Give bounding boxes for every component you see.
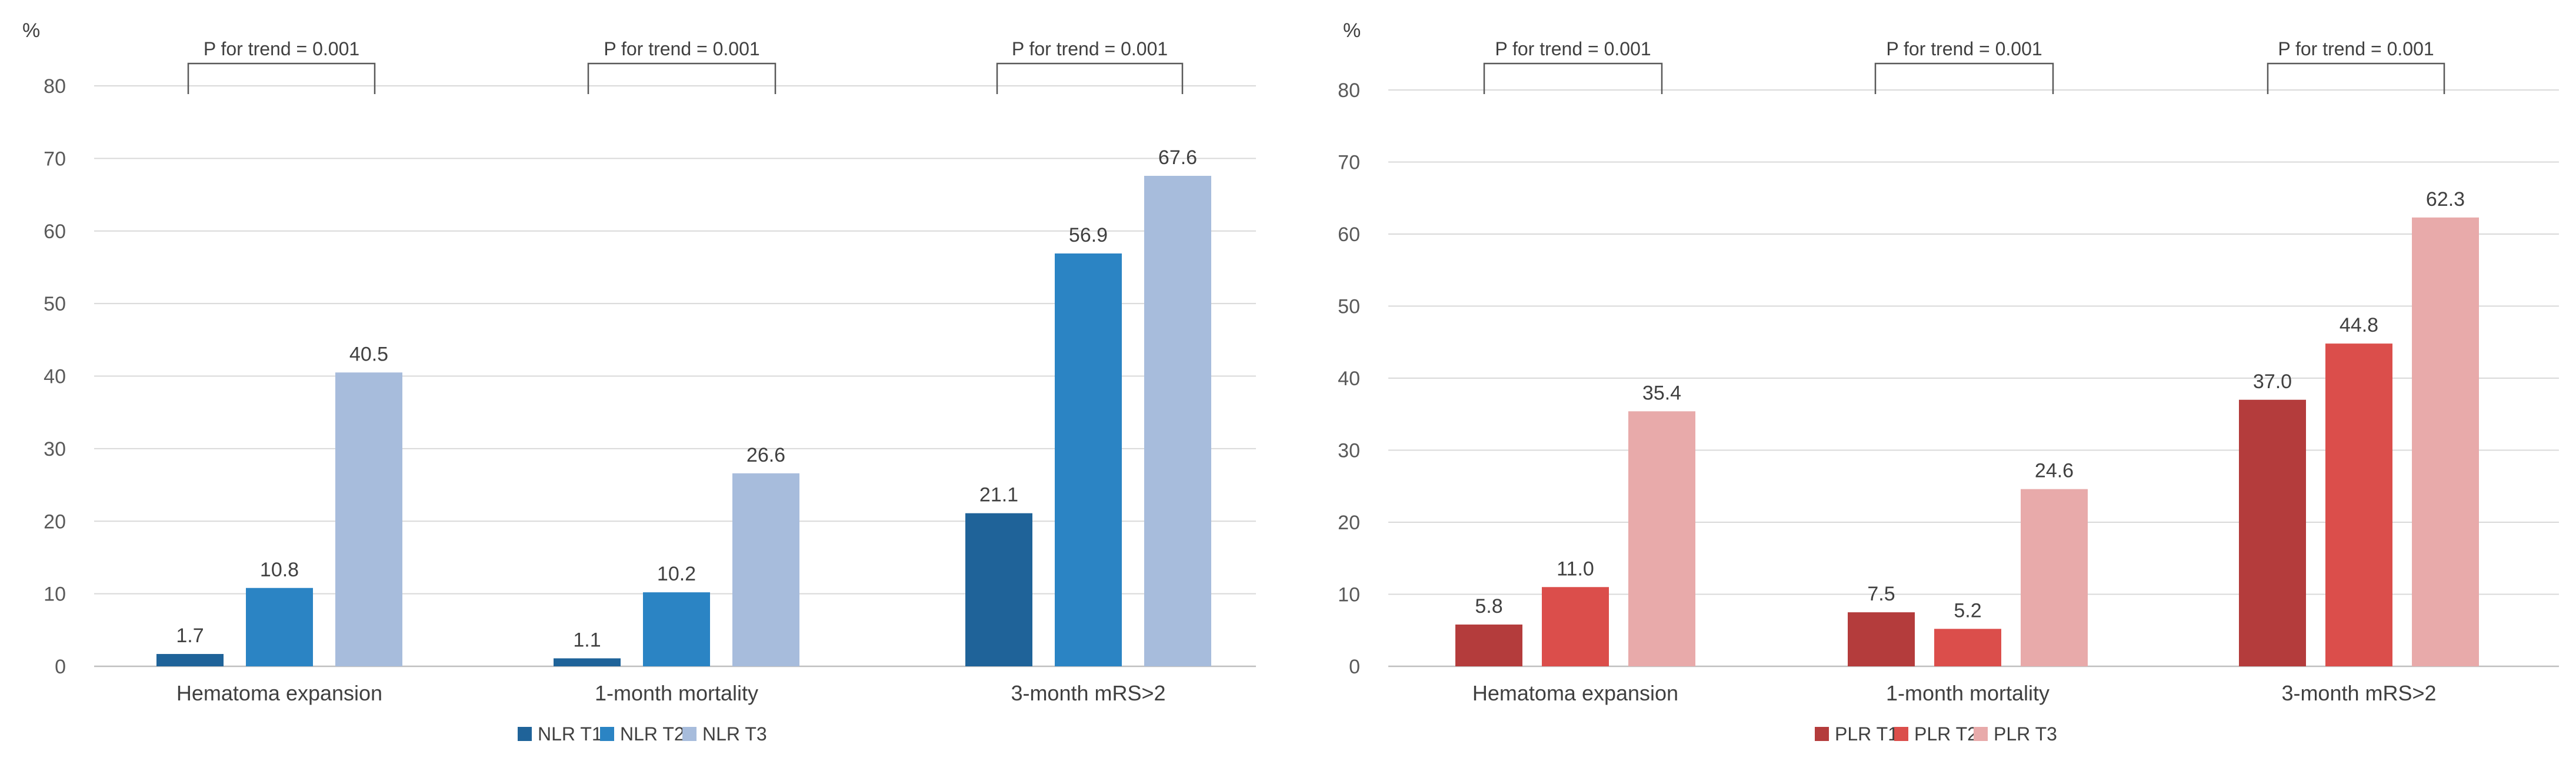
bar-nlr-t2 (246, 588, 313, 666)
trend-bracket (2267, 62, 2445, 94)
legend-swatch (682, 727, 697, 741)
legend: PLR T1 PLR T2 PLR T3 (1815, 723, 2057, 745)
y-tick-label: 80 (44, 75, 66, 98)
x-category-label: 3-month mRS>2 (1011, 681, 1165, 705)
trend-bracket (187, 62, 376, 94)
bar-nlr-t1 (156, 654, 224, 666)
bar-value-label: 56.9 (1069, 224, 1108, 246)
legend-label: NLR T3 (702, 723, 767, 745)
trend-bracket (587, 62, 777, 94)
legend-label: PLR T2 (1914, 723, 1978, 745)
y-tick-label: 60 (44, 221, 66, 243)
bar-value-label: 5.2 (1954, 599, 1981, 622)
bar-nlr-t2 (643, 592, 710, 666)
p-trend-annotation: P for trend = 0.001 (1495, 38, 1651, 59)
bar-nlr-t1 (965, 513, 1032, 666)
y-tick-label: 10 (1338, 584, 1360, 606)
bar-nlr-t1 (554, 658, 621, 666)
x-category-label: 1-month mortality (1886, 681, 2050, 705)
bar-value-label: 10.2 (657, 563, 696, 585)
bar-value-label: 24.6 (2035, 460, 2074, 482)
y-tick-label: 30 (1338, 440, 1360, 462)
trend-bracket (1483, 62, 1663, 94)
legend-label: NLR T2 (620, 723, 685, 745)
y-tick-label: 80 (1338, 79, 1360, 102)
bar-value-label: 35.4 (1642, 382, 1681, 404)
bar-value-label: 7.5 (1867, 583, 1895, 605)
bar-value-label: 1.7 (176, 625, 204, 647)
bar-value-label: 21.1 (979, 484, 1018, 506)
legend-label: PLR T3 (1994, 723, 2057, 745)
bar-plr-t3 (2412, 217, 2479, 666)
bar-plr-t2 (2325, 343, 2392, 666)
y-tick-label: 0 (55, 656, 66, 678)
bar-plr-t2 (1542, 587, 1609, 666)
bar-nlr-t3 (732, 473, 799, 666)
y-tick-label: 60 (1338, 223, 1360, 246)
bar-value-label: 5.8 (1475, 595, 1502, 618)
x-category-label: Hematoma expansion (176, 681, 382, 705)
x-category-label: 3-month mRS>2 (2281, 681, 2436, 705)
y-tick-label: 0 (1349, 656, 1360, 678)
trend-bracket (1874, 62, 2054, 94)
chart-1: 0 10 20 30 40 50 60 70 80% 1.7 10.8 40.5 Hematoma ex… (22, 19, 1256, 745)
legend-swatch (1974, 727, 1988, 741)
p-trend-annotation: P for trend = 0.001 (1012, 38, 1168, 59)
bar-plr-t3 (1628, 411, 1695, 666)
p-trend-annotation: P for trend = 0.001 (1886, 38, 2042, 59)
bar-nlr-t3 (335, 372, 402, 666)
legend: NLR T1 NLR T2 NLR T3 (518, 723, 767, 745)
y-axis-unit-label: % (22, 19, 40, 42)
bar-plr-t1 (1455, 624, 1522, 666)
bar-value-label: 26.6 (747, 444, 785, 466)
legend-label: NLR T1 (538, 723, 602, 745)
bar-plr-t3 (2021, 489, 2088, 666)
bar-nlr-t2 (1055, 253, 1122, 667)
x-category-label: Hematoma expansion (1472, 681, 1678, 705)
bar-value-label: 44.8 (2340, 314, 2378, 336)
bar-value-label: 1.1 (573, 629, 601, 651)
legend-swatch (1894, 727, 1908, 741)
bar-value-label: 62.3 (2426, 188, 2465, 211)
bar-value-label: 10.8 (260, 559, 299, 581)
y-tick-label: 40 (44, 366, 66, 388)
legend-swatch (1815, 727, 1829, 741)
y-tick-label: 20 (1338, 512, 1360, 534)
legend-swatch (600, 727, 614, 741)
bar-plr-t1 (2239, 399, 2306, 666)
y-axis-unit-label: % (1343, 19, 1361, 42)
y-tick-label: 20 (44, 510, 66, 533)
bar-value-label: 40.5 (349, 343, 388, 365)
y-tick-label: 50 (1338, 296, 1360, 318)
p-trend-annotation: P for trend = 0.001 (604, 38, 759, 59)
y-tick-label: 30 (44, 438, 66, 460)
trend-bracket (996, 62, 1184, 94)
chart-2: 0 10 20 30 40 50 60 70 80% 5.8 11.0 35.4 Hematoma ex… (1338, 19, 2559, 745)
y-tick-label: 70 (1338, 152, 1360, 174)
bar-value-label: 37.0 (2253, 371, 2292, 393)
y-tick-label: 10 (44, 583, 66, 606)
p-trend-annotation: P for trend = 0.001 (2278, 38, 2434, 59)
bar-nlr-t3 (1144, 175, 1211, 666)
legend-swatch (518, 727, 532, 741)
bar-plr-t1 (1848, 612, 1915, 666)
bar-value-label: 67.6 (1158, 146, 1197, 169)
y-tick-label: 70 (44, 148, 66, 170)
x-category-label: 1-month mortality (595, 681, 758, 705)
legend-label: PLR T1 (1835, 723, 1898, 745)
bar-value-label: 11.0 (1557, 558, 1594, 580)
bar-plr-t2 (1934, 629, 2001, 666)
y-tick-label: 50 (44, 293, 66, 315)
y-tick-label: 40 (1338, 368, 1360, 390)
p-trend-annotation: P for trend = 0.001 (204, 38, 359, 59)
